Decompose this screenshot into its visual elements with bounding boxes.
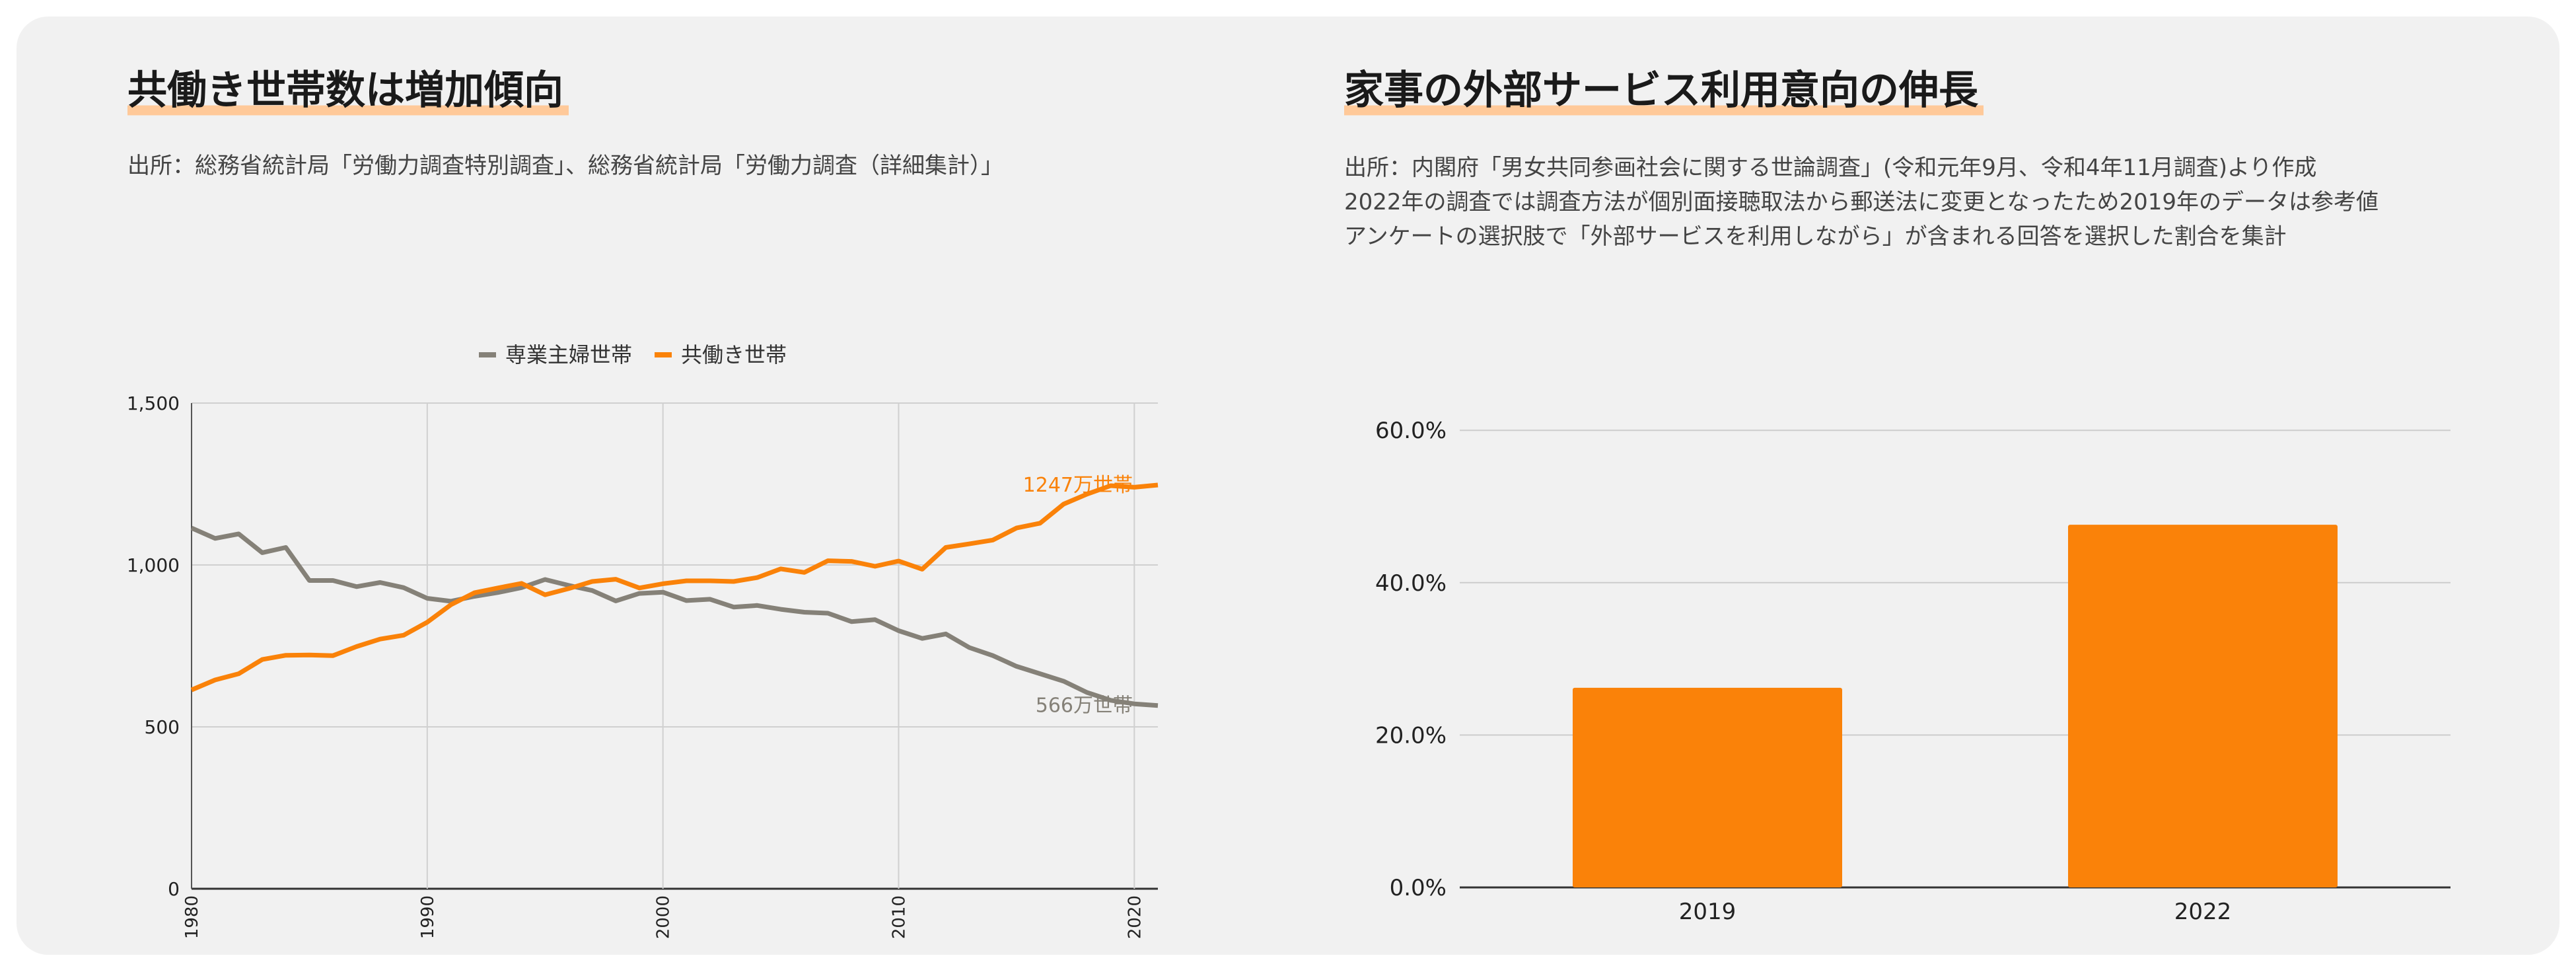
line-chart: 専業主婦世帯 共働き世帯 0 500 1,000 1,500 1980 1990 2000 201… xyxy=(127,342,1159,939)
x-tick-label: 2010 xyxy=(889,895,909,939)
series-end-label-1: 566万世帯 xyxy=(1036,694,1133,718)
bar-y-tick-label: 0.0% xyxy=(1390,875,1447,901)
bar-y-tick-label: 20.0% xyxy=(1375,722,1447,749)
x-tick-label: 1980 xyxy=(182,895,202,939)
content-card: 共働き世帯数は増加傾向 出所：総務省統計局「労働力調査特別調査」、総務省統計局「… xyxy=(17,17,2559,955)
bar-2022 xyxy=(2068,525,2338,887)
y-tick-label: 500 xyxy=(145,716,180,738)
bar-chart: 0.0% 20.0% 40.0% 60.0% 2019 2022 xyxy=(1375,418,2451,925)
line-chart-source: 出所：総務省統計局「労働力調査特別調査」、総務省統計局「労働力調査（詳細集計）」 xyxy=(127,153,1003,179)
bar-chart-title: 家事の外部サービス利用意向の伸長 xyxy=(1344,64,1984,117)
x-tick-label: 1990 xyxy=(418,895,438,939)
bar-chart-note-2: 2022年の調査では調査方法が個別面接聴取法から郵送法に変更となったため2019… xyxy=(1344,189,2379,215)
line-chart-legend: 専業主婦世帯 共働き世帯 xyxy=(479,342,787,367)
bar-chart-title-text: 家事の外部サービス利用意向の伸長 xyxy=(1344,64,1984,117)
series-line-2 xyxy=(190,482,1159,692)
line-chart-title-text: 共働き世帯数は増加傾向 xyxy=(127,64,569,117)
bar-y-tick-label: 40.0% xyxy=(1375,570,1447,597)
bar-2019 xyxy=(1573,687,1842,887)
legend-label-1: 専業主婦世帯 xyxy=(505,342,632,367)
bar-chart-note-1: 出所：内閣府「男女共同参画社会に関する世論調査」(令和元年9月、令和4年11月調… xyxy=(1344,155,2317,181)
y-tick-label: 1,000 xyxy=(127,554,180,576)
series-line-1 xyxy=(190,525,1159,708)
bar-chart-notes: 出所：内閣府「男女共同参画社会に関する世論調査」(令和元年9月、令和4年11月調… xyxy=(1344,151,2379,254)
y-tick-label: 0 xyxy=(168,878,180,900)
y-tick-label: 1,500 xyxy=(127,393,180,414)
bar-x-tick-label: 2019 xyxy=(1679,899,1736,925)
x-tick-label: 2020 xyxy=(1125,895,1145,939)
bar-chart-note-3: アンケートの選択肢で「外部サービスを利用しながら」が含まれる回答を選択した割合を… xyxy=(1344,223,2287,250)
x-tick-label: 2000 xyxy=(654,895,674,939)
bar-x-tick-label: 2022 xyxy=(2174,899,2232,925)
series-end-label-2: 1247万世帯 xyxy=(1023,474,1133,497)
bar-y-tick-label: 60.0% xyxy=(1375,418,1447,444)
line-chart-title: 共働き世帯数は増加傾向 xyxy=(127,64,569,117)
legend-label-2: 共働き世帯 xyxy=(681,342,787,367)
